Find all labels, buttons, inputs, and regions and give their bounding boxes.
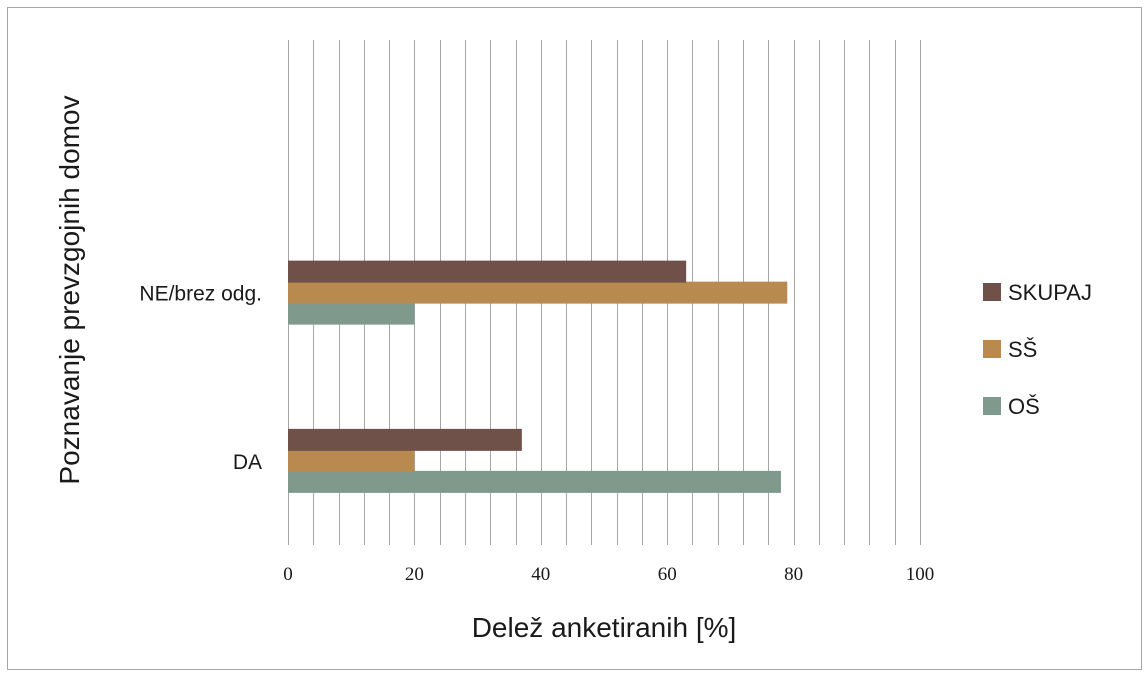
legend-swatch (983, 397, 1001, 415)
bar (288, 302, 415, 325)
legend-swatch (983, 283, 1001, 301)
bar (288, 449, 415, 472)
bar (288, 470, 781, 493)
x-tick-label: 20 (405, 564, 424, 585)
x-tick-label: 60 (658, 564, 677, 585)
bar (288, 260, 687, 283)
legend-label: SŠ (1008, 337, 1037, 362)
x-axis-title: Delež anketiranih [%] (472, 612, 737, 643)
chart-border (7, 7, 1142, 670)
x-axis-ticks: 0 20 40 60 80 100 (283, 564, 934, 585)
x-tick-label: 80 (784, 564, 803, 585)
x-tick-label: 40 (531, 564, 550, 585)
legend-label: SKUPAJ (1008, 280, 1092, 305)
legend-label: OŠ (1008, 394, 1040, 419)
y-category-label: NE/brez odg. (139, 283, 262, 306)
x-tick-label: 100 (906, 564, 935, 585)
legend-swatch (983, 340, 1001, 358)
bars (288, 260, 788, 493)
y-category-label: DA (233, 451, 262, 474)
legend: SKUPAJ SŠ OŠ (983, 280, 1092, 419)
x-tick-label: 0 (283, 564, 293, 585)
bar (288, 428, 522, 451)
y-axis-title: Poznavanje prevzgojnih domov (54, 95, 85, 484)
y-axis-categories: DA NE/brez odg. (139, 283, 262, 474)
bar (288, 281, 788, 304)
